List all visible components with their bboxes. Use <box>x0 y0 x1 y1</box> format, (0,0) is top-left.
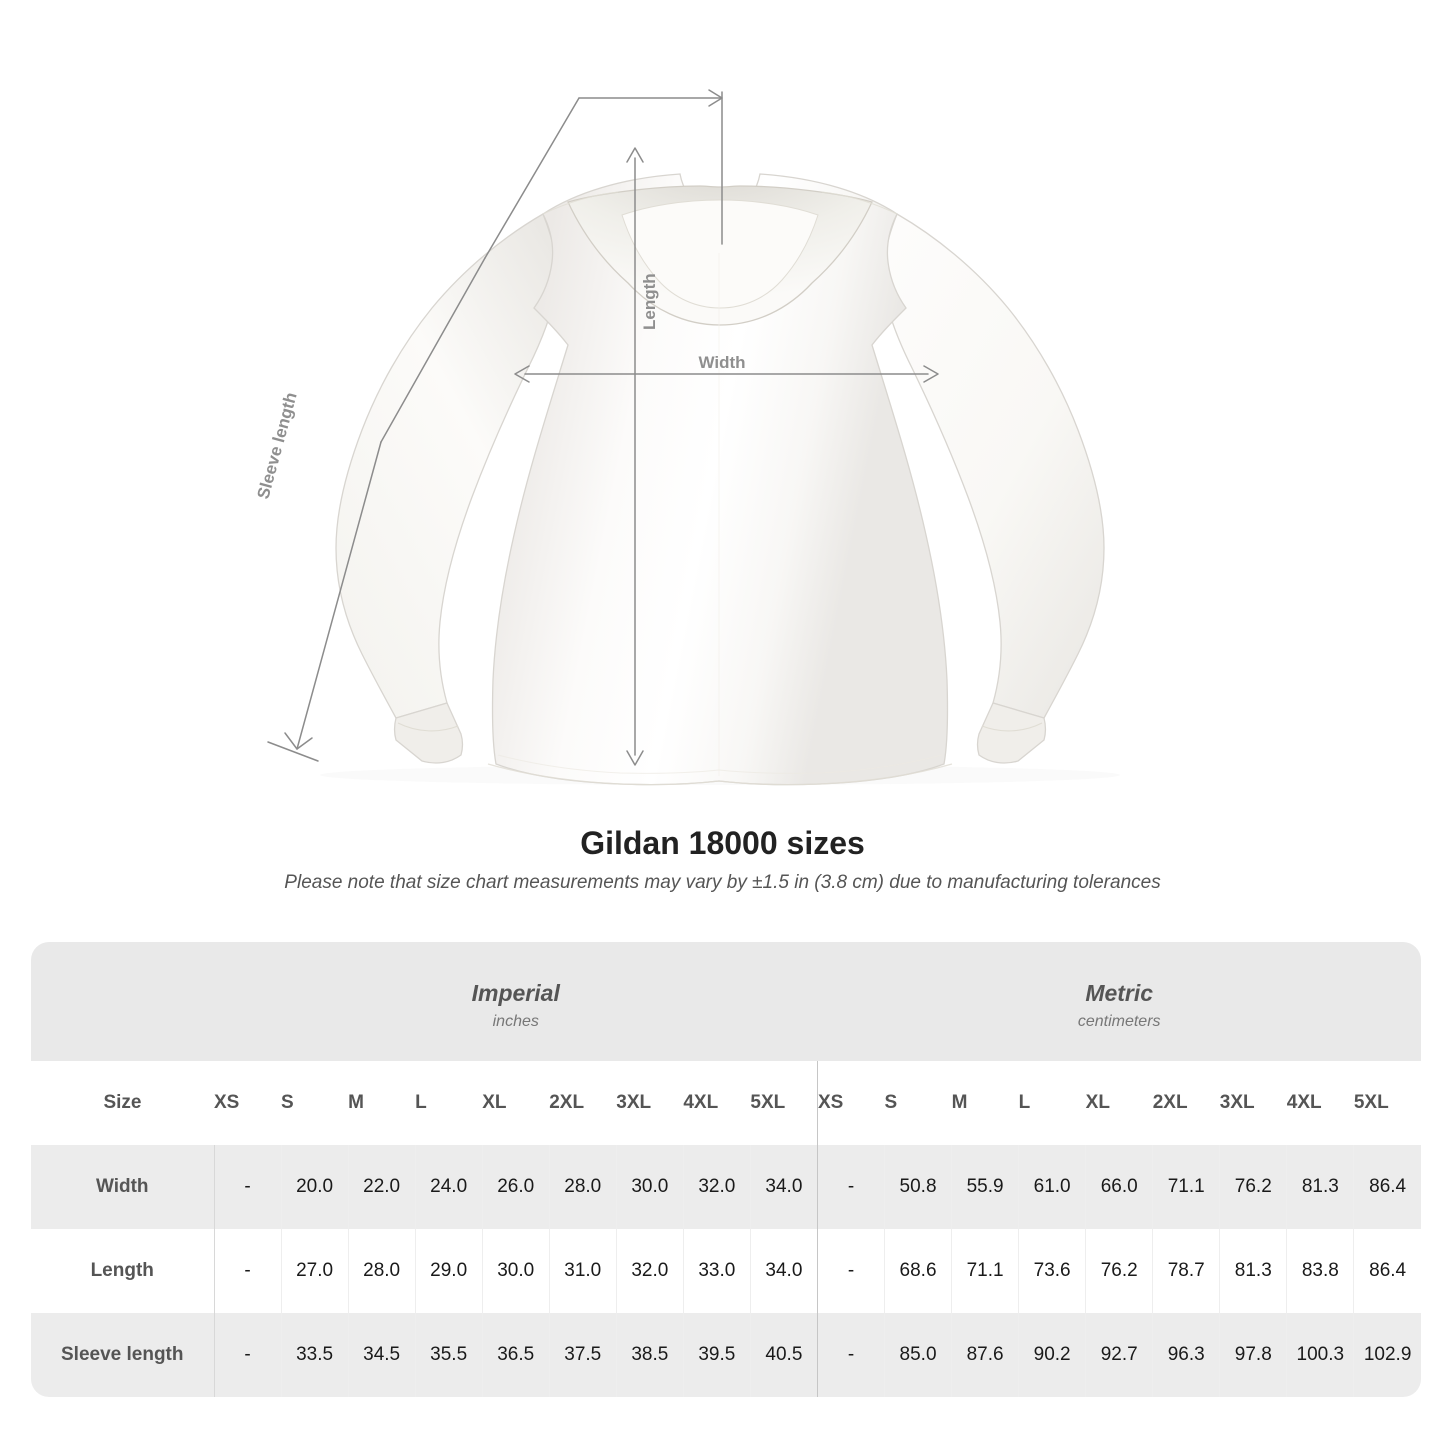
svg-text:Sleeve length: Sleeve length <box>254 390 301 501</box>
svg-text:Length: Length <box>640 273 659 330</box>
svg-text:Width: Width <box>698 353 745 372</box>
